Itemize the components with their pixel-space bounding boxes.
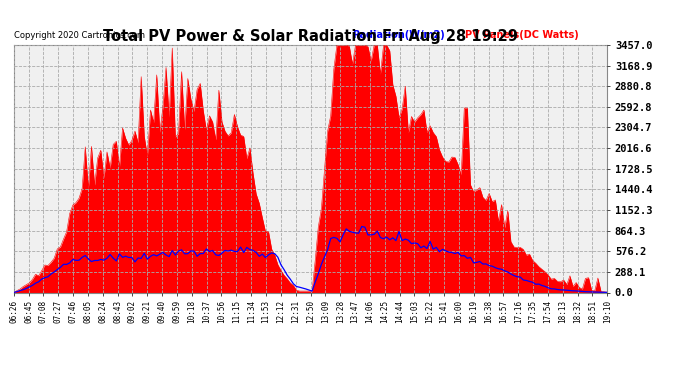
Text: PV Panels(DC Watts): PV Panels(DC Watts)	[465, 30, 578, 40]
Text: Radiation(W/m2): Radiation(W/m2)	[352, 30, 445, 40]
Text: Copyright 2020 Cartronics.com: Copyright 2020 Cartronics.com	[14, 31, 145, 40]
Title: Total PV Power & Solar Radiation Fri Aug 28 19:29: Total PV Power & Solar Radiation Fri Aug…	[103, 29, 518, 44]
